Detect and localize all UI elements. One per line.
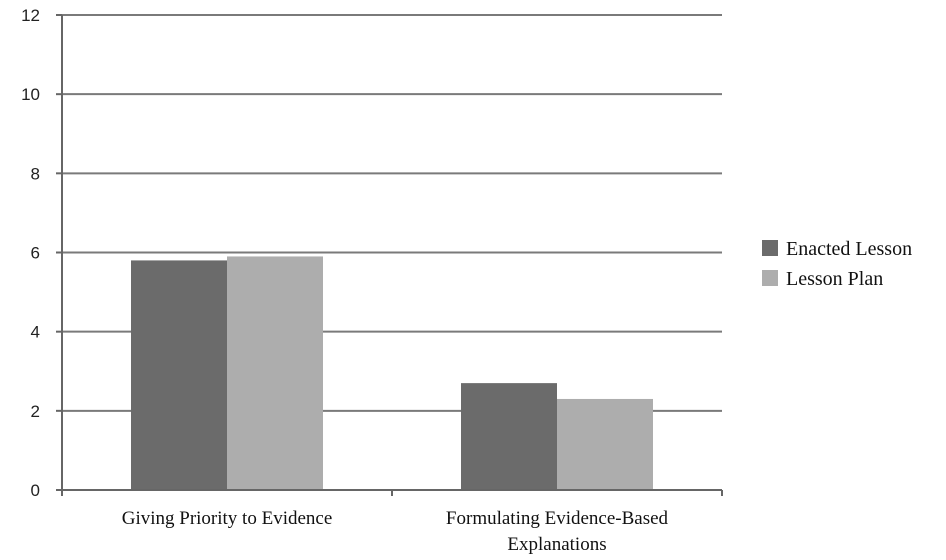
bars (131, 256, 653, 490)
bar-lesson-plan-0 (227, 256, 323, 490)
x-axis-labels: Giving Priority to Evidence Formulating E… (122, 508, 669, 555)
x-category-label-0-line-0: Giving Priority to Evidence (122, 508, 333, 529)
y-tick-label-6: 6 (31, 244, 40, 263)
legend: Enacted Lesson Lesson Plan (762, 238, 912, 290)
legend-swatch-lesson-plan (762, 270, 778, 286)
bar-lesson-plan-1 (557, 398, 653, 490)
legend-swatch-enacted-lesson (762, 240, 778, 256)
x-category-label-1-line-0: Formulating Evidence-Based (446, 508, 669, 529)
legend-label-lesson-plan: Lesson Plan (786, 268, 883, 290)
bar-enacted-lesson-0 (131, 260, 227, 490)
x-category-label-1-line-1: Explanations (507, 534, 606, 555)
y-tick-label-8: 8 (31, 164, 40, 183)
y-tick-label-4: 4 (31, 323, 40, 342)
y-tick-label-10: 10 (21, 85, 40, 104)
bar-enacted-lesson-1 (461, 383, 557, 490)
y-axis-ticks: 0 2 4 6 8 10 12 (21, 6, 40, 500)
y-tick-label-0: 0 (31, 481, 40, 500)
legend-label-enacted-lesson: Enacted Lesson (786, 238, 912, 260)
axes (56, 14, 723, 496)
y-tick-label-2: 2 (31, 402, 40, 421)
y-tick-label-12: 12 (21, 6, 40, 25)
